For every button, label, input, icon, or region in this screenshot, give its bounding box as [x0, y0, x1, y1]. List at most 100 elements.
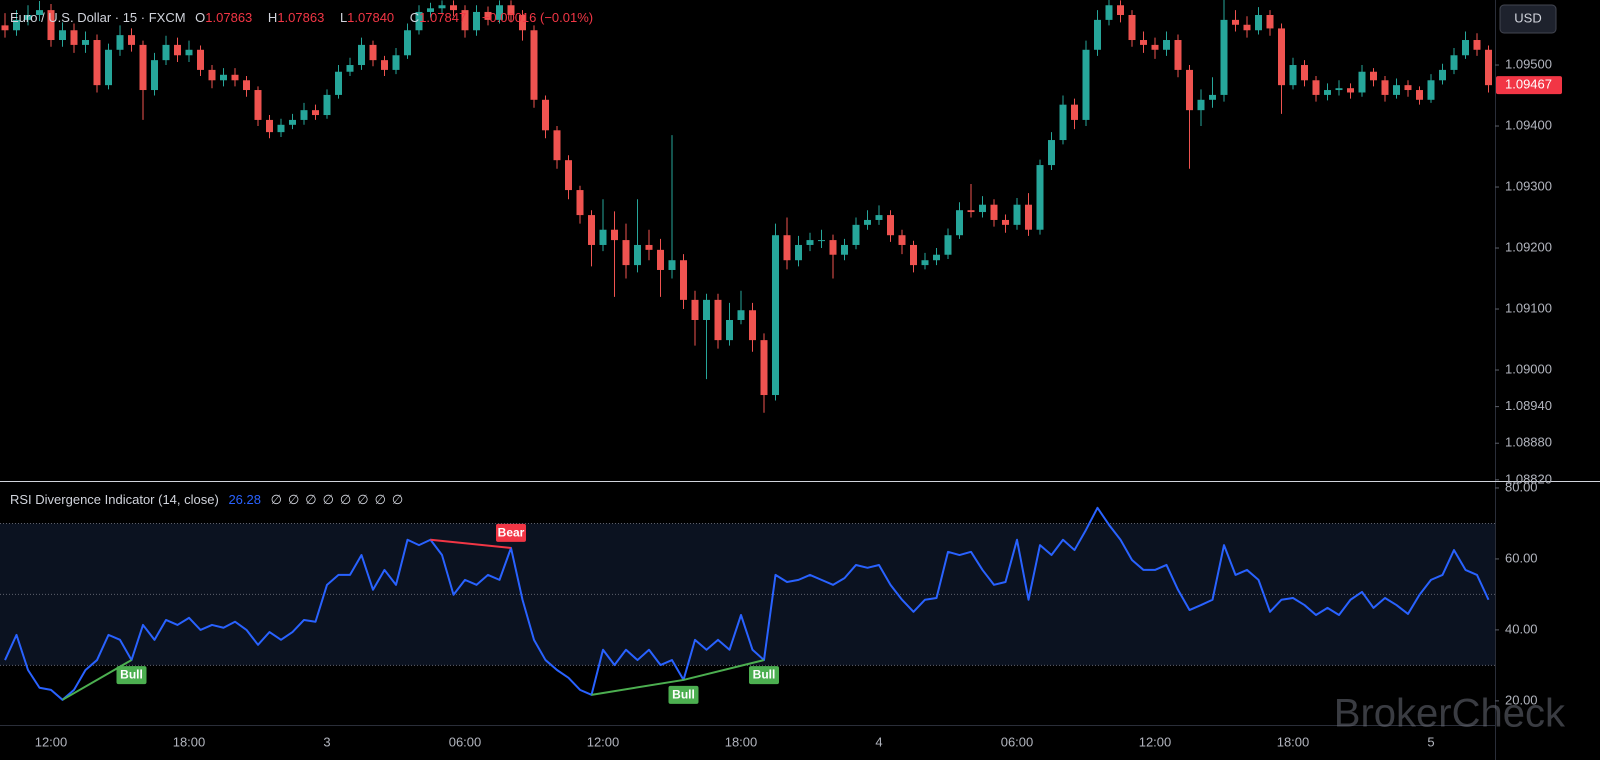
candle-body [1266, 15, 1274, 29]
symbol: Euro / U.S. Dollar · 15 · FXCM [10, 10, 186, 25]
candle-body [151, 60, 158, 91]
change: −0.00016 (−0.01%) [481, 10, 594, 25]
candle-body [680, 260, 687, 300]
candle-body [990, 204, 998, 220]
x-tick-label: 12:00 [35, 734, 68, 749]
candle-body [852, 224, 860, 245]
x-tick-label: 06:00 [1001, 734, 1034, 749]
candle-body [1381, 80, 1389, 95]
symbol-header: Euro / U.S. Dollar · 15 · FXCM O1.07863 … [10, 10, 599, 25]
x-tick-label: 18:00 [725, 734, 758, 749]
candle-body [1002, 219, 1009, 225]
candle-body [1209, 94, 1216, 100]
candle-body [622, 240, 630, 266]
candle-body [93, 40, 101, 86]
ohlc-value: 1.07863 [277, 10, 325, 25]
divergence-label: Bull [120, 668, 143, 682]
candle-body [588, 215, 595, 245]
candle-body [737, 310, 745, 320]
candle-body [392, 55, 400, 70]
y-tick-label: 20.00 [1505, 692, 1538, 707]
candle-body [1232, 19, 1239, 25]
ohlc-value: 1.07840 [347, 10, 395, 25]
candle-body [139, 44, 147, 91]
candle-body [484, 11, 492, 20]
candle-body [691, 299, 699, 320]
candle-body [1439, 69, 1446, 81]
candle-body [565, 160, 572, 191]
indicator-title: RSI Divergence Indicator (14, close) [10, 492, 219, 507]
candle-body [967, 210, 975, 213]
x-tick-label: 18:00 [173, 734, 206, 749]
candle-body [818, 240, 825, 242]
candle-body [1243, 24, 1251, 31]
y-tick-label: 80.00 [1505, 479, 1538, 494]
candle-body [174, 44, 181, 56]
candle-body [611, 229, 618, 241]
candle-body [1071, 104, 1078, 120]
candle-body [1094, 19, 1101, 50]
candle-body [82, 40, 89, 45]
ohlc-label: C [409, 10, 420, 25]
ohlc-item: C1.07847 [410, 10, 472, 25]
plot-placeholder: ∅ [287, 492, 300, 507]
candle-body [1335, 88, 1343, 91]
x-tick-label: 12:00 [587, 734, 620, 749]
plot-placeholder: ∅ [357, 492, 369, 507]
y-tick-label: 1.09200 [1505, 239, 1552, 254]
y-tick-label: 1.09100 [1505, 300, 1552, 315]
plot-placeholder: ∅ [339, 492, 352, 507]
candle-body [1347, 88, 1354, 93]
candle-body [726, 320, 733, 341]
candle-body [369, 44, 377, 61]
rsi-line [4, 506, 1490, 701]
currency-label[interactable]: USD [1514, 10, 1541, 25]
candle-body [806, 240, 814, 245]
candle-body [231, 74, 239, 81]
candle-body [1427, 80, 1435, 100]
candle-body [910, 244, 917, 266]
candle-body [243, 80, 250, 91]
candle-body [1163, 40, 1170, 50]
divergence-line [430, 538, 512, 549]
candle-body [1013, 204, 1021, 225]
candle-body [1312, 80, 1320, 95]
candle-body [1128, 15, 1136, 41]
candle-body [1, 25, 9, 31]
candle-body [1278, 28, 1285, 86]
candle-body [450, 5, 457, 11]
candle-body [70, 30, 78, 45]
candle-body [1324, 90, 1331, 95]
indicator-legend: RSI Divergence Indicator (14, close) 26.… [10, 492, 409, 508]
divergence-line [591, 678, 684, 696]
candle-body [220, 74, 227, 81]
x-tick-label: 4 [875, 734, 882, 749]
last-price-label: 1.09467 [1505, 77, 1552, 92]
y-tick-label: 1.09300 [1505, 178, 1552, 193]
candle-body [703, 299, 710, 320]
candle-body [887, 215, 894, 236]
y-tick-label: 60.00 [1505, 550, 1538, 565]
candle-body [47, 10, 55, 41]
candle-body [323, 94, 331, 116]
candle-body [13, 19, 20, 31]
candle-body [1289, 65, 1297, 86]
candle-body [277, 124, 285, 133]
candle-body [772, 235, 779, 396]
candle-body [795, 244, 802, 261]
divergence-label-box [116, 666, 147, 685]
candle-body [645, 244, 653, 250]
candle-body [1485, 49, 1492, 86]
last-price-tag [1496, 76, 1562, 95]
indicator-value: 26.28 [228, 492, 261, 507]
plot-placeholder: ∅ [270, 492, 282, 507]
candle-body [427, 8, 434, 12]
candle-body [921, 260, 929, 266]
candle-body [530, 30, 538, 100]
ohlc-label: H [267, 10, 278, 25]
candle-body [312, 110, 319, 116]
candle-body [1473, 40, 1481, 50]
candle-body [1059, 104, 1067, 141]
currency-button[interactable] [1499, 4, 1557, 34]
ohlc-value: 1.07847 [419, 10, 467, 25]
